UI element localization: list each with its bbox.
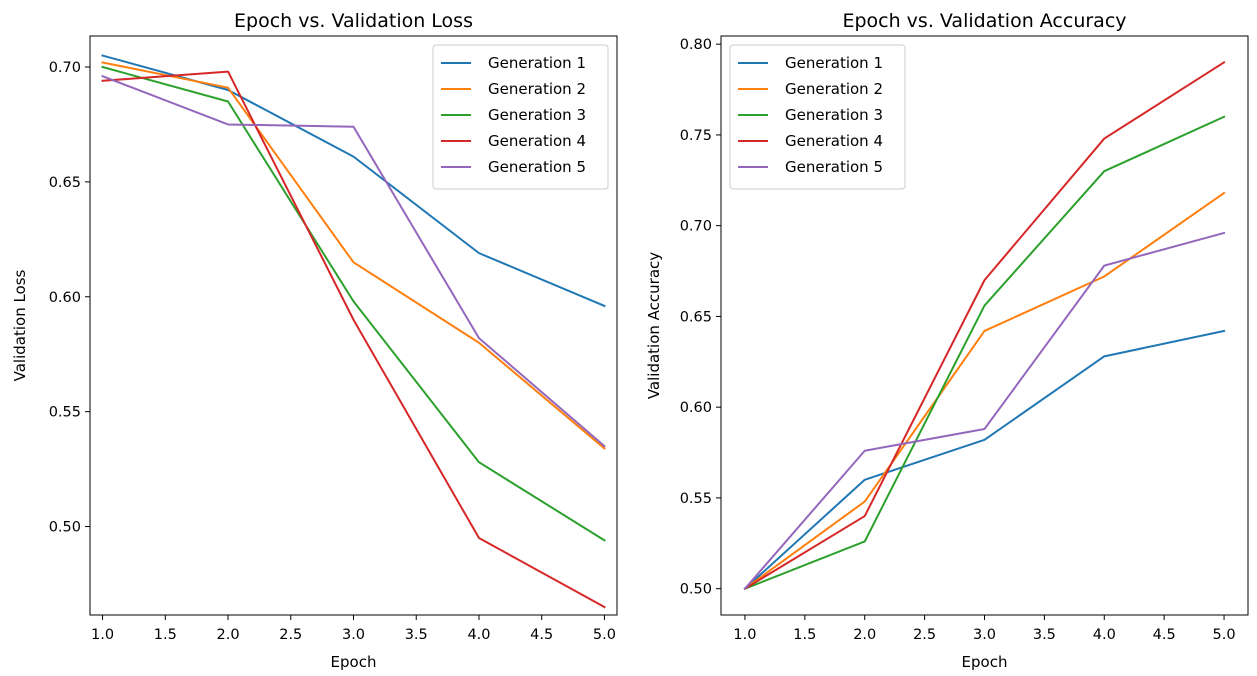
x-tick-label: 3.5 (405, 627, 428, 643)
series-group (101, 54, 606, 609)
chart-title: Epoch vs. Validation Accuracy (842, 10, 1126, 32)
legend-label-4: Generation 4 (488, 132, 586, 150)
legend-label-3: Generation 3 (488, 106, 586, 124)
series-line-1 (743, 329, 1226, 591)
legend: Generation 1 Generation 2 Generation 3 Gene… (729, 44, 906, 190)
y-tick-label: 0.55 (49, 405, 81, 421)
series-group (743, 60, 1226, 591)
x-tick-label: 5.0 (1213, 627, 1236, 643)
x-tick-label: 4.0 (1093, 627, 1116, 643)
y-axis-label: Validation Accuracy (645, 252, 663, 399)
x-tick-label: 3.5 (1033, 627, 1056, 643)
x-tick-label: 1.0 (733, 627, 756, 643)
series-line-2 (743, 191, 1226, 591)
x-tick-label: 2.5 (279, 627, 302, 643)
x-tick-label: 2.0 (853, 627, 876, 643)
y-tick-label: 0.80 (680, 37, 712, 53)
x-tick-label: 3.0 (342, 627, 365, 643)
legend-label-1: Generation 1 (488, 54, 586, 72)
series-line-4 (101, 70, 606, 609)
series-line-2 (101, 61, 606, 450)
legend-box (729, 44, 906, 190)
legend-label-5: Generation 5 (785, 158, 883, 176)
legend-box (432, 44, 609, 190)
y-tick-label: 0.50 (680, 582, 712, 598)
x-tick-label: 4.5 (530, 627, 553, 643)
y-axis-label: Validation Loss (11, 269, 29, 381)
series-line-3 (743, 115, 1226, 590)
y-tick-label: 0.65 (49, 175, 81, 191)
y-tick-label: 0.65 (680, 309, 712, 325)
y-tick-label: 0.50 (49, 520, 81, 536)
legend-label-3: Generation 3 (785, 106, 883, 124)
y-tick-label: 0.60 (49, 290, 81, 306)
legend-label-5: Generation 5 (488, 158, 586, 176)
legend-label-2: Generation 2 (785, 80, 883, 98)
series-line-5 (101, 74, 606, 448)
x-axis-label: Epoch (331, 653, 377, 671)
series-line-4 (743, 60, 1226, 591)
loss-chart: 1.0 1.5 2.0 2.5 3.0 3.5 4.0 4.5 5.0 0.50 0.55 0.60 0… (11, 10, 618, 671)
x-tick-label: 5.0 (593, 627, 616, 643)
accuracy-chart: 1.0 1.5 2.0 2.5 3.0 3.5 4.0 4.5 5.0 0.50 0.55 0.60 0… (645, 10, 1249, 671)
x-tick-label: 1.0 (91, 627, 114, 643)
series-line-5 (743, 231, 1226, 591)
legend: Generation 1 Generation 2 Generation 3 Gene… (432, 44, 609, 190)
x-tick-label: 4.5 (1153, 627, 1176, 643)
x-tick-label: 2.5 (913, 627, 936, 643)
x-tick-label: 1.5 (154, 627, 177, 643)
x-axis-label: Epoch (962, 653, 1008, 671)
legend-label-1: Generation 1 (785, 54, 883, 72)
y-tick-label: 0.70 (680, 219, 712, 235)
x-tick-label: 4.0 (467, 627, 490, 643)
series-line-3 (101, 65, 606, 542)
y-tick-label: 0.60 (680, 400, 712, 416)
y-tick-label: 0.75 (680, 128, 712, 144)
legend-label-4: Generation 4 (785, 132, 883, 150)
x-tick-label: 1.5 (793, 627, 816, 643)
legend-label-2: Generation 2 (488, 80, 586, 98)
y-tick-label: 0.70 (49, 60, 81, 76)
y-tick-label: 0.55 (680, 491, 712, 507)
x-tick-label: 2.0 (216, 627, 239, 643)
x-tick-label: 3.0 (973, 627, 996, 643)
chart-title: Epoch vs. Validation Loss (234, 10, 473, 32)
